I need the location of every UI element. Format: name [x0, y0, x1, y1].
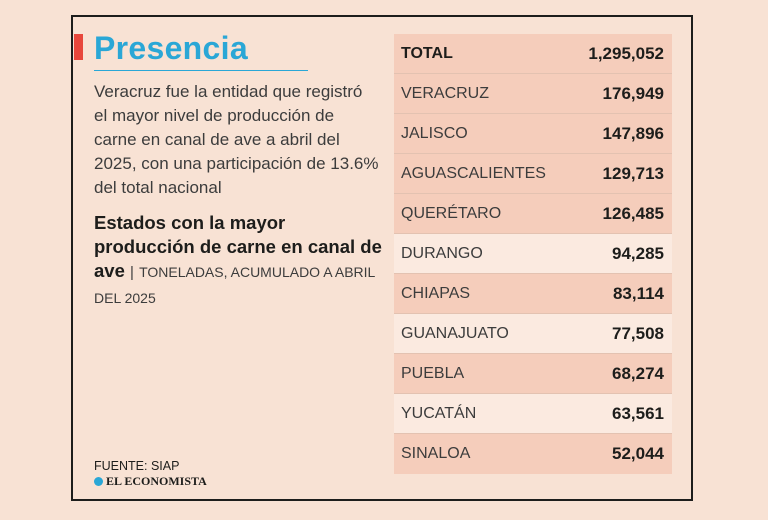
state-label: CHIAPAS — [401, 285, 471, 302]
source-note: FUENTE: SIAP — [94, 459, 180, 473]
title-underline — [94, 70, 308, 71]
chart-frame — [71, 15, 693, 501]
table-row: YUCATÁN 63,561 — [394, 394, 672, 434]
title-accent-bar — [74, 34, 83, 60]
logo-mark-icon — [94, 476, 103, 486]
chart-subtitle: Veracruz fue la entidad que registró el … — [94, 82, 379, 197]
state-value: 52,044 — [612, 444, 664, 463]
state-value: 94,285 — [612, 244, 664, 263]
state-value: 68,274 — [612, 364, 664, 383]
state-label: JALISCO — [401, 125, 468, 142]
state-label: QUERÉTARO — [401, 205, 502, 222]
table-heading-unit: TONELADAS, ACUMULADO A ABRIL DEL 2025 — [94, 264, 375, 306]
table-row: GUANAJUATO 77,508 — [394, 314, 672, 354]
state-label: YUCATÁN — [401, 405, 477, 422]
table-row-total: TOTAL 1,295,052 — [394, 34, 672, 74]
publisher-logo: EL ECONOMISTA — [94, 474, 207, 488]
state-label: PUEBLA — [401, 365, 465, 382]
table-heading: Estados con la mayor producción de carne… — [94, 211, 384, 310]
table-row: PUEBLA 68,274 — [394, 354, 672, 394]
state-label: DURANGO — [401, 245, 483, 262]
total-label: TOTAL — [401, 45, 453, 62]
state-value: 83,114 — [612, 284, 664, 303]
state-value: 77,508 — [612, 324, 664, 343]
table-row: VERACRUZ 176,949 — [394, 74, 672, 114]
table-row: JALISCO 147,896 — [394, 114, 672, 154]
table-heading-main: Estados con la mayor producción de carne… — [94, 212, 382, 281]
state-label: GUANAJUATO — [401, 325, 509, 342]
state-value: 129,713 — [602, 164, 664, 183]
table-row: SINALOA 52,044 — [394, 434, 672, 474]
table-row: DURANGO 94,285 — [394, 234, 672, 274]
table-heading-separator: | — [130, 264, 134, 281]
state-value: 147,896 — [602, 124, 664, 143]
state-label: AGUASCALIENTES — [401, 165, 546, 182]
state-label: SINALOA — [401, 445, 471, 462]
state-value: 126,485 — [602, 204, 664, 223]
state-value: 176,949 — [602, 84, 664, 103]
table-row: CHIAPAS 83,114 — [394, 274, 672, 314]
logo-text: EL ECONOMISTA — [106, 474, 207, 488]
table-row: AGUASCALIENTES 129,713 — [394, 154, 672, 194]
total-value: 1,295,052 — [588, 44, 664, 63]
chart-title: Presencia — [94, 30, 248, 66]
data-table: TOTAL 1,295,052 VERACRUZ 176,949 JALISCO 14… — [394, 34, 672, 474]
state-label: VERACRUZ — [401, 85, 490, 102]
table-row: QUERÉTARO 126,485 — [394, 194, 672, 234]
state-value: 63,561 — [612, 404, 664, 423]
